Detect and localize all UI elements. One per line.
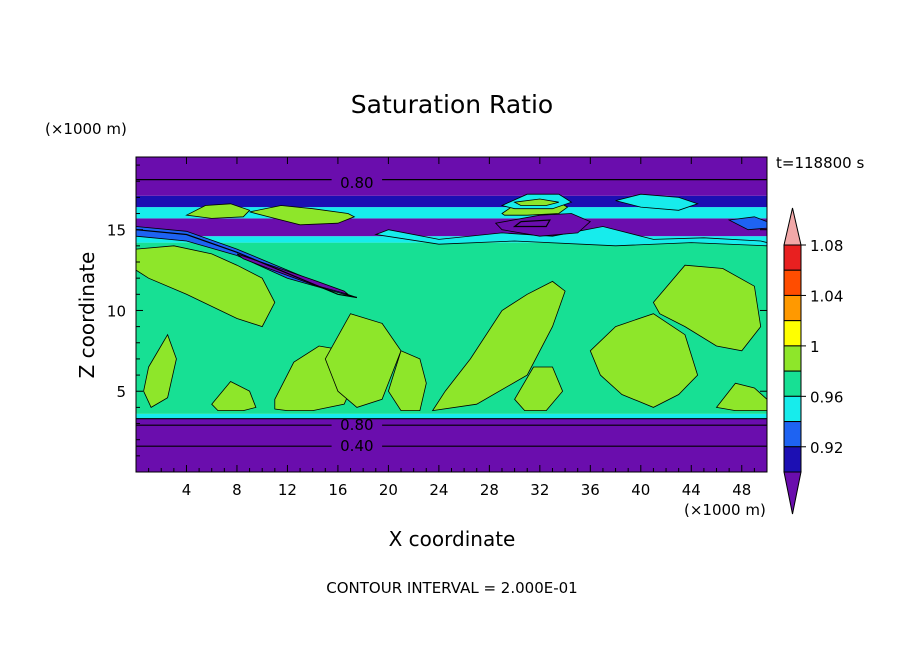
y-axis: 5 10 15 bbox=[107, 164, 767, 457]
x-tick-label: 12 bbox=[278, 481, 297, 499]
colorbar-swatch bbox=[783, 269, 802, 296]
contour-region bbox=[185, 203, 251, 219]
contour-region bbox=[715, 382, 767, 412]
colorbar-swatch bbox=[783, 446, 802, 473]
colorbar-label: 1.04 bbox=[810, 287, 843, 305]
colorbar-max-arrow bbox=[783, 207, 802, 246]
contour-region bbox=[615, 193, 699, 211]
x-tick-label: 32 bbox=[530, 481, 549, 499]
contour-region bbox=[211, 380, 257, 412]
contour-value-label: 0.80 bbox=[340, 174, 373, 192]
colorbar-label: 0.96 bbox=[810, 388, 843, 406]
contour-region bbox=[374, 226, 767, 247]
y-axis-label: Z coordinate bbox=[75, 252, 99, 379]
contour-band bbox=[136, 157, 767, 196]
contour-interval-note: CONTOUR INTERVAL = 2.000E-01 bbox=[326, 579, 577, 597]
contour-value-label: 0.40 bbox=[340, 437, 373, 455]
contour-band bbox=[136, 413, 767, 419]
contour-region bbox=[143, 333, 177, 408]
x-tick-label: 16 bbox=[328, 481, 347, 499]
contour-value-label: 0.80 bbox=[340, 416, 373, 434]
contour-region bbox=[727, 216, 767, 231]
colorbar-swatch bbox=[783, 345, 802, 372]
x-tick-label: 48 bbox=[732, 481, 751, 499]
contour-region bbox=[514, 366, 564, 412]
x-tick-label: 24 bbox=[429, 481, 448, 499]
x-axis: 4 8 12 16 20 24 28 32 36 40 44 48 bbox=[148, 157, 755, 499]
contour-band bbox=[136, 207, 767, 219]
y-tick-label: 15 bbox=[107, 222, 126, 240]
colorbar-swatch bbox=[783, 320, 802, 347]
contour-region bbox=[431, 280, 566, 412]
x-axis-label: X coordinate bbox=[389, 527, 516, 551]
x-tick-label: 36 bbox=[581, 481, 600, 499]
plot-area bbox=[136, 157, 767, 472]
colorbar-swatch bbox=[783, 395, 802, 423]
x-unit-label: (×1000 m) bbox=[684, 501, 766, 519]
y-tick-label: 10 bbox=[107, 302, 126, 320]
x-tick-label: 4 bbox=[182, 481, 192, 499]
contour-region bbox=[136, 245, 276, 328]
colorbar-swatch bbox=[783, 244, 802, 271]
x-tick-label: 40 bbox=[631, 481, 650, 499]
colorbar-label: 1 bbox=[810, 338, 820, 356]
time-label: t=118800 s bbox=[776, 154, 864, 172]
colorbar-swatch bbox=[783, 370, 802, 397]
contour-line bbox=[136, 229, 357, 299]
contour-line bbox=[512, 219, 551, 228]
colorbar-swatch bbox=[783, 294, 802, 322]
y-tick-label: 5 bbox=[116, 383, 126, 401]
contour-region bbox=[324, 313, 402, 408]
colorbar-min-arrow bbox=[783, 471, 802, 515]
y-unit-label: (×1000 m) bbox=[45, 120, 127, 138]
contour-band bbox=[136, 418, 767, 472]
contour-region bbox=[589, 313, 699, 408]
x-tick-label: 20 bbox=[379, 481, 398, 499]
chart-title: Saturation Ratio bbox=[351, 90, 553, 119]
contour-band bbox=[136, 218, 767, 237]
contour-region bbox=[513, 198, 559, 206]
colorbar-label: 1.08 bbox=[810, 237, 843, 255]
colorbar: 1.08 1.04 1 0.96 0.92 bbox=[783, 207, 843, 515]
x-tick-label: 8 bbox=[232, 481, 242, 499]
contour-line-layer bbox=[136, 179, 767, 447]
contour-region bbox=[652, 264, 762, 352]
colorbar-label: 0.92 bbox=[810, 439, 843, 457]
contour-region bbox=[387, 350, 427, 412]
contour-band bbox=[136, 195, 767, 208]
contour-region bbox=[249, 205, 356, 226]
contour-region bbox=[494, 213, 592, 237]
contour-label-layer: 0.80 0.80 0.40 bbox=[340, 174, 373, 455]
x-tick-label: 44 bbox=[682, 481, 701, 499]
x-tick-label: 28 bbox=[480, 481, 499, 499]
colorbar-swatch bbox=[783, 421, 802, 448]
